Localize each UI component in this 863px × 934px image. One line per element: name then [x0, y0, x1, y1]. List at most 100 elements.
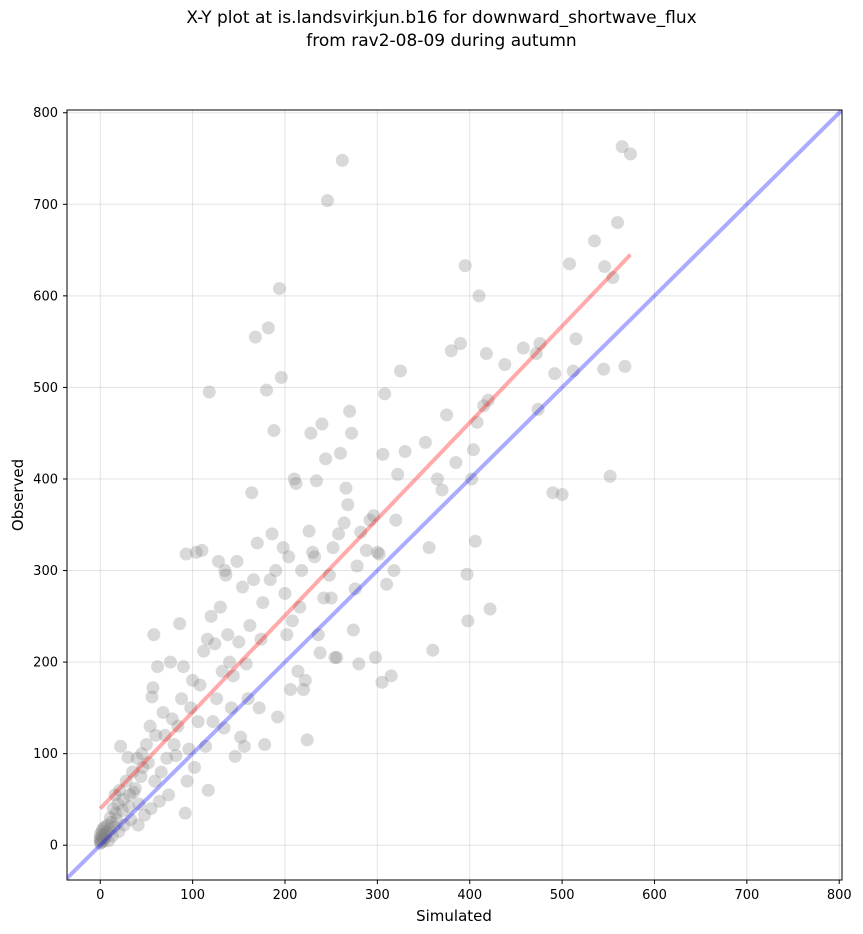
data-point — [375, 675, 389, 689]
data-point — [224, 701, 238, 715]
data-point — [99, 830, 113, 844]
data-point — [223, 655, 237, 669]
data-point — [210, 692, 224, 706]
data-point — [320, 194, 334, 208]
data-point — [138, 808, 152, 822]
y-tick-label: 0 — [50, 839, 58, 854]
data-point — [243, 618, 257, 632]
data-point — [197, 644, 211, 658]
data-point — [598, 260, 612, 274]
data-point — [350, 559, 364, 573]
data-point — [179, 547, 193, 561]
data-point — [384, 669, 398, 683]
x-axis-title: Simulated — [416, 907, 492, 925]
data-point — [148, 774, 162, 788]
data-point — [135, 747, 149, 761]
data-point — [126, 765, 140, 779]
data-point — [472, 289, 486, 303]
data-point — [193, 678, 207, 692]
data-point — [623, 147, 637, 161]
data-point — [163, 655, 177, 669]
data-point — [569, 332, 583, 346]
data-point — [102, 823, 116, 837]
data-point — [328, 651, 342, 665]
data-point — [308, 550, 322, 564]
data-point — [228, 749, 242, 763]
data-point — [105, 829, 119, 843]
data-point — [282, 550, 296, 564]
plot-frame — [66, 109, 843, 881]
data-point — [158, 728, 172, 742]
data-point — [165, 712, 179, 726]
data-point — [426, 643, 440, 657]
data-point — [345, 426, 359, 440]
data-point — [156, 705, 170, 719]
data-point — [335, 153, 349, 167]
data-point — [147, 628, 161, 642]
chart-title-line2: from rav2-08-09 during autumn — [306, 31, 577, 51]
data-point — [96, 822, 110, 836]
x-tick-label: 0 — [96, 888, 104, 903]
data-point — [109, 806, 123, 820]
data-point — [603, 469, 617, 483]
data-point — [287, 472, 301, 486]
data-point — [378, 387, 392, 401]
reference-lines — [67, 110, 842, 880]
data-point — [256, 596, 270, 610]
data-point — [116, 792, 130, 806]
data-points — [93, 140, 637, 850]
x-tick-label: 400 — [457, 888, 482, 903]
data-point — [189, 545, 203, 559]
data-point — [171, 719, 185, 733]
data-point — [180, 774, 194, 788]
data-point — [141, 756, 155, 770]
data-point — [466, 443, 480, 457]
data-point — [162, 788, 176, 802]
data-point — [115, 803, 129, 817]
data-point — [173, 617, 187, 631]
data-point — [236, 580, 250, 594]
data-point — [93, 827, 107, 841]
data-point — [306, 545, 320, 559]
data-point — [100, 825, 114, 839]
data-point — [341, 498, 355, 512]
data-point — [280, 628, 294, 642]
data-point — [548, 367, 562, 381]
data-point — [213, 600, 227, 614]
data-point — [278, 586, 292, 600]
data-point — [298, 673, 312, 687]
y-tick-label: 300 — [33, 564, 58, 579]
data-point — [272, 282, 286, 296]
x-tick-label: 800 — [827, 888, 852, 903]
data-point — [618, 359, 632, 373]
data-point — [217, 721, 231, 735]
data-point — [94, 835, 108, 849]
data-point — [101, 818, 115, 832]
data-point — [337, 516, 351, 530]
data-point — [470, 415, 484, 429]
data-point — [483, 602, 497, 616]
data-point — [460, 567, 474, 581]
x-tick-label: 300 — [365, 888, 390, 903]
chart-title-line1: X-Y plot at is.landsvirkjun.b16 for down… — [186, 8, 697, 28]
y-tick-label: 600 — [33, 289, 58, 304]
data-point — [98, 820, 112, 834]
data-point — [332, 527, 346, 541]
data-point — [119, 774, 133, 788]
data-point — [226, 669, 240, 683]
data-point — [258, 737, 272, 751]
data-point — [117, 818, 131, 832]
data-point — [175, 692, 189, 706]
data-point — [352, 657, 366, 671]
data-point — [533, 336, 547, 350]
data-point — [563, 257, 577, 271]
y-tick-label: 100 — [33, 747, 58, 762]
y-tick-label: 500 — [33, 381, 58, 396]
data-point — [263, 573, 277, 587]
data-point — [261, 321, 275, 335]
data-point — [237, 739, 251, 753]
data-point — [370, 545, 384, 559]
y-axis-title: Observed — [9, 459, 27, 531]
data-point — [132, 797, 146, 811]
data-point — [546, 486, 560, 500]
